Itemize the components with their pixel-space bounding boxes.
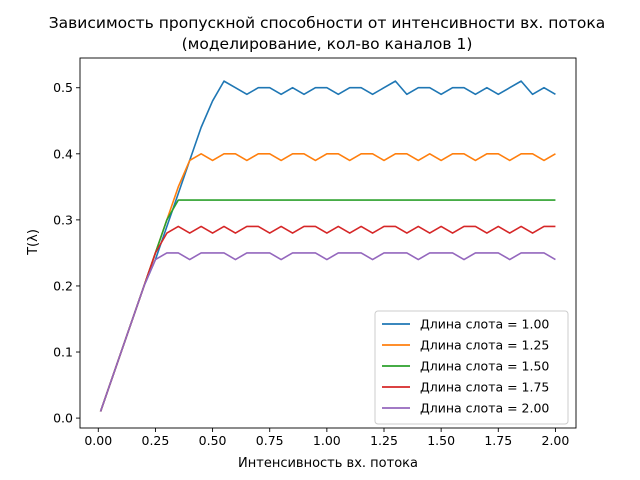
x-tick-label: 0.75 (256, 433, 284, 448)
axes-layer: 0.00 0.25 0.50 0.75 1.00 1.25 1.50 1.75 2.00 0.0 0… (53, 57, 577, 448)
x-tick-label: 1.75 (484, 433, 512, 448)
legend-label: Длина слота = 1.75 (420, 380, 549, 395)
series-line-4 (99, 225, 556, 412)
series-line-2 (99, 153, 556, 412)
y-tick-label: 0.5 (53, 80, 73, 95)
x-tick-label: 0.50 (199, 433, 227, 448)
legend-box (374, 310, 569, 425)
x-tick-label: 0.00 (84, 433, 112, 448)
series-line-3 (99, 199, 556, 412)
y-tick-label: 0.3 (53, 212, 73, 227)
y-tick-label: 0.4 (53, 146, 73, 161)
series-line-1 (99, 80, 556, 412)
chart-title: Зависимость пропускной способности от ин… (49, 14, 606, 32)
x-tick-label: 1.00 (313, 433, 341, 448)
y-tick-label: 0.2 (53, 278, 73, 293)
chart-subtitle: (моделирование, кол-во каналов 1) (182, 35, 473, 53)
legend: Длина слота = 1.00 Длина слота = 1.25 Длин… (374, 310, 569, 425)
x-tick-label: 1.50 (427, 433, 455, 448)
legend-label: Длина слота = 1.50 (420, 359, 549, 374)
x-tick-label: 0.25 (142, 433, 170, 448)
legend-label: Длина слота = 1.25 (420, 338, 549, 353)
series-line-5 (99, 252, 556, 412)
x-axis-label: Интенсивность вх. потока (238, 456, 418, 471)
series-layer (99, 80, 556, 412)
legend-label: Длина слота = 1.00 (420, 317, 549, 332)
y-tick-label: 0.0 (53, 411, 73, 426)
x-tick-label: 1.25 (370, 433, 398, 448)
legend-label: Длина слота = 2.00 (420, 401, 549, 416)
plot-frame (79, 57, 577, 429)
x-tick-label: 2.00 (542, 433, 570, 448)
y-axis-label: T(λ) (26, 229, 41, 256)
y-tick-label: 0.1 (53, 345, 73, 360)
